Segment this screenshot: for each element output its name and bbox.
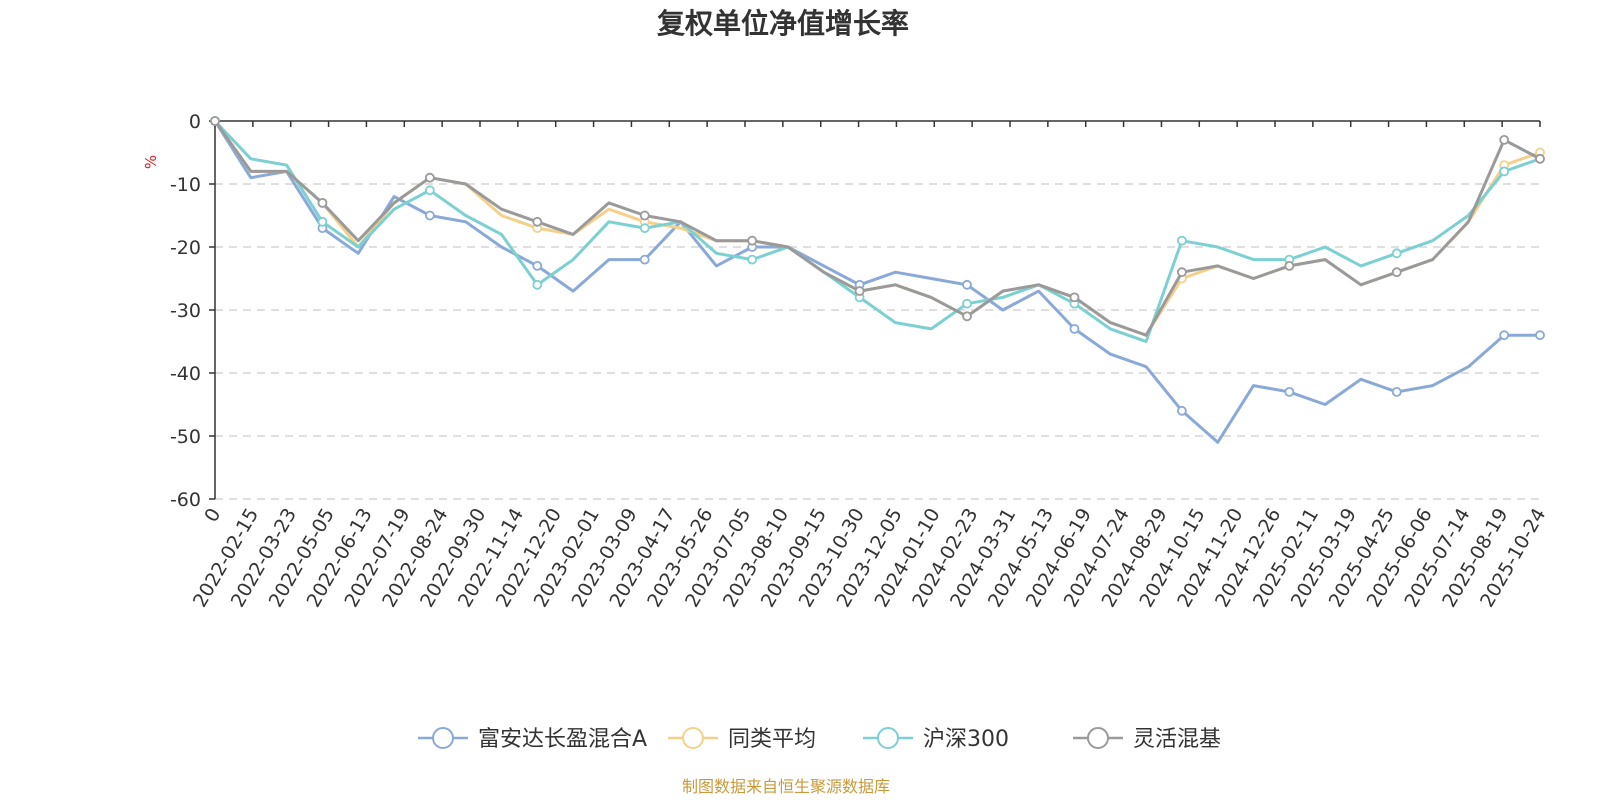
chart-title: 复权单位净值增长率	[657, 7, 909, 40]
y-tick-label: -30	[170, 300, 201, 322]
grid-lines	[215, 183, 1540, 500]
legend-item-2[interactable]: 沪深300	[863, 727, 1009, 752]
legend-item-0[interactable]: 富安达长盈混合A	[418, 727, 647, 752]
series-point	[317, 197, 328, 208]
series-point	[1176, 235, 1187, 246]
series-lines	[210, 116, 1545, 444]
series-point	[854, 286, 865, 297]
series-point	[639, 254, 650, 265]
y-tick-label: -60	[170, 489, 201, 511]
series-point	[532, 260, 543, 271]
series-point	[1284, 386, 1295, 397]
legend-marker	[877, 727, 899, 749]
legend-label: 灵活混基	[1133, 727, 1221, 752]
series-point	[1391, 267, 1402, 278]
legend-marker	[682, 727, 704, 749]
y-tick-label: -20	[170, 237, 201, 259]
series-point	[1391, 248, 1402, 259]
series-point	[1391, 386, 1402, 397]
series-point	[532, 216, 543, 227]
series-line-1	[213, 120, 1541, 337]
legend[interactable]: 富安达长盈混合A 同类平均 沪深300 灵活混基	[418, 727, 1221, 752]
series-point	[424, 172, 435, 183]
series-point	[962, 279, 972, 290]
y-tick-label: 0	[189, 111, 201, 133]
series-point	[1069, 323, 1080, 334]
y-tick-label: -10	[170, 174, 201, 196]
legend-marker	[1087, 727, 1109, 749]
series-point	[1499, 166, 1510, 177]
series-line-3	[213, 120, 1541, 337]
series-line-0	[213, 120, 1540, 444]
y-axis-unit: %	[142, 155, 160, 169]
series-point	[1499, 330, 1510, 341]
data-source-note: 制图数据来自恒生聚源数据库	[682, 777, 890, 796]
y-tick-label: -40	[170, 363, 201, 385]
series-point	[532, 279, 543, 290]
series-point	[1176, 267, 1187, 278]
series-point	[1284, 260, 1295, 271]
series-point	[1535, 330, 1545, 341]
series-point	[1176, 405, 1187, 416]
series-point	[639, 210, 650, 221]
legend-label: 富安达长盈混合A	[478, 727, 647, 752]
series-point	[747, 235, 758, 246]
series-point	[1499, 134, 1510, 145]
series-point	[1535, 153, 1545, 164]
legend-label: 同类平均	[728, 727, 816, 752]
legend-item-3[interactable]: 灵活混基	[1073, 727, 1221, 752]
series-point	[747, 254, 758, 265]
series-point	[424, 185, 435, 196]
series-line-2	[213, 119, 1541, 343]
series-point	[210, 116, 220, 126]
legend-item-1[interactable]: 同类平均	[668, 727, 816, 752]
legend-marker	[432, 727, 454, 749]
x-axis-ticks: 02022-02-152022-03-232022-05-052022-06-1…	[189, 121, 1550, 611]
series-point	[962, 311, 972, 322]
series-point	[639, 223, 650, 234]
series-point	[1069, 292, 1080, 303]
y-axis-ticks: 0 -10 -20 -30 -40 -50 -60	[170, 111, 215, 511]
y-tick-label: -50	[170, 426, 201, 448]
series-point	[317, 216, 328, 227]
x-tick-label: 0	[200, 505, 225, 526]
legend-label: 沪深300	[923, 727, 1009, 752]
series-point	[962, 298, 972, 309]
series-point	[424, 210, 435, 221]
